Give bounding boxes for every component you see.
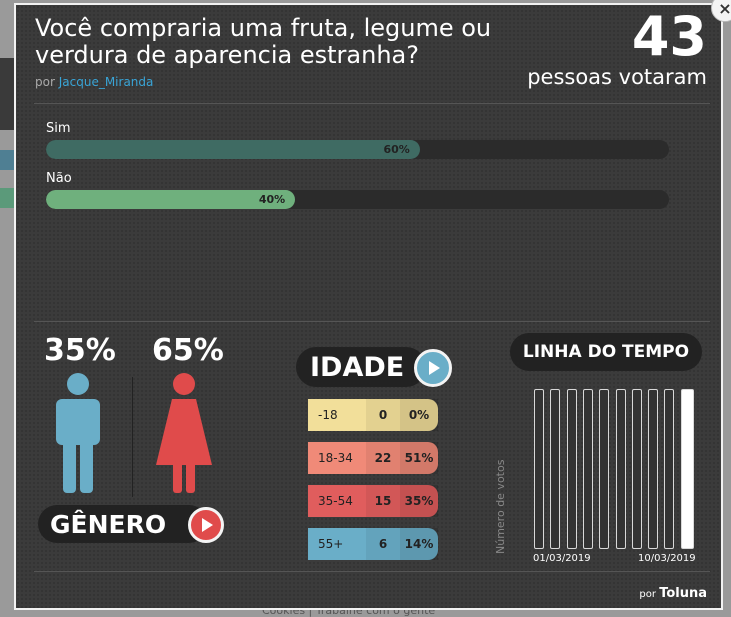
age-pct: 14% [400, 528, 438, 560]
poll-author: por Jacque_Miranda [35, 75, 153, 89]
age-pct: 51% [400, 442, 438, 474]
timeline-bar [599, 389, 610, 549]
option-label-nao: Não [46, 171, 72, 186]
timeline-label: LINHA DO TEMPO [510, 333, 702, 371]
gender-label: GÊNERO [38, 505, 208, 543]
timeline-bar [648, 389, 659, 549]
timeline-bar [566, 389, 577, 549]
option-label-sim: Sim [46, 121, 71, 136]
results-divider [34, 321, 710, 322]
female-percent: 65% [152, 333, 224, 368]
header-divider [34, 103, 710, 104]
age-range: 35-54 [318, 494, 353, 508]
age-label-text: IDADE [310, 351, 405, 383]
option-bar-sim[interactable]: 60% [46, 140, 669, 159]
age-pct: 0% [400, 399, 438, 431]
male-icon [56, 373, 100, 493]
female-icon [156, 373, 212, 493]
age-count: 22 [366, 442, 400, 474]
age-range: 18-34 [318, 451, 353, 465]
timeline-label-text: LINHA DO TEMPO [522, 342, 690, 362]
age-count: 0 [366, 399, 400, 431]
timeline-end-date: 10/03/2019 [638, 553, 696, 564]
timeline-start-date: 01/03/2019 [533, 553, 591, 564]
votes-count: 43 [631, 5, 707, 68]
gender-divider [132, 377, 133, 497]
poll-question: Você compraria uma fruta, legume ou verd… [35, 14, 492, 69]
background-thumb [0, 58, 16, 130]
timeline-bar [582, 389, 593, 549]
timeline-bar [550, 389, 561, 549]
age-row: 18-34 22 51% [308, 442, 438, 474]
age-play-icon[interactable] [414, 349, 452, 387]
poll-popup: Você compraria uma fruta, legume ou verd… [16, 5, 721, 608]
age-count: 6 [366, 528, 400, 560]
gender-play-icon[interactable] [188, 507, 224, 543]
timeline-bar [615, 389, 626, 549]
timeline-bar [534, 389, 544, 549]
brand-prefix: por [639, 589, 656, 600]
age-row: -18 0 0% [308, 399, 438, 431]
footer-divider [34, 571, 710, 572]
age-range: 55+ [318, 537, 344, 551]
close-icon[interactable]: × [711, 0, 731, 22]
author-link[interactable]: Jacque_Miranda [58, 75, 154, 89]
age-range: -18 [318, 408, 338, 422]
age-label: IDADE [296, 347, 426, 387]
brand-name: Toluna [659, 586, 707, 601]
age-row: 35-54 15 35% [308, 485, 438, 517]
male-percent: 35% [44, 333, 116, 368]
gender-label-text: GÊNERO [50, 509, 167, 539]
background-bar-green [0, 188, 16, 208]
votes-label: pessoas votaram [527, 65, 707, 89]
age-row: 55+ 6 14% [308, 528, 438, 560]
option-bar-nao[interactable]: 40% [46, 190, 669, 209]
timeline-bar [664, 389, 675, 549]
background-bar-blue [0, 150, 16, 170]
author-prefix: por [35, 75, 55, 89]
option-fill-sim: 60% [46, 140, 420, 159]
timeline-bar [680, 389, 694, 549]
age-count: 15 [366, 485, 400, 517]
timeline-bar [631, 389, 642, 549]
option-fill-nao: 40% [46, 190, 296, 209]
timeline-ylabel: Número de votos [494, 459, 507, 554]
toluna-brand[interactable]: por Toluna [639, 586, 707, 601]
age-pct: 35% [400, 485, 438, 517]
